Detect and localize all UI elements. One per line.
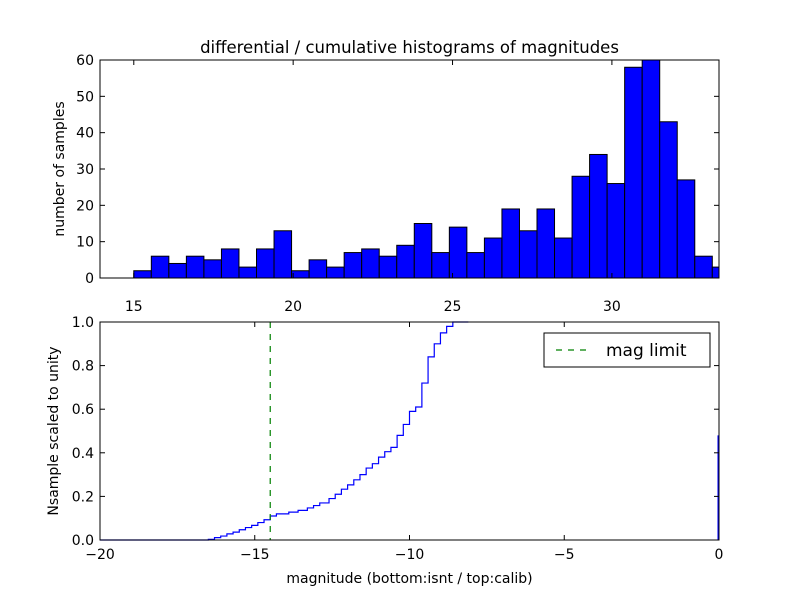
histogram-bar [571, 175, 591, 279]
histogram-y-tick-label: 60 [76, 53, 94, 69]
histogram-chart: differential / cumulative histograms of … [52, 38, 720, 315]
histogram-bar [536, 208, 556, 279]
histogram-bar [326, 266, 345, 279]
histogram-y-tick-label: 0 [85, 271, 94, 287]
histogram-x-tick-label: 25 [444, 299, 462, 315]
histogram-bar [659, 121, 678, 279]
cumulative-x-tick-label: −10 [395, 547, 425, 563]
histogram-bar [606, 183, 626, 279]
cumulative-y-tick-label: 0.2 [72, 489, 94, 505]
cumulative-x-tick-label: −20 [85, 547, 115, 563]
cumulative-step-line [100, 321, 469, 541]
cumulative-y-label: Nsample scaled to unity [46, 346, 62, 515]
chart-title: differential / cumulative histograms of … [200, 38, 619, 57]
histogram-y-tick-label: 20 [76, 198, 94, 214]
histogram-bar [291, 270, 310, 279]
histogram-bar [413, 223, 433, 279]
histogram-bar [624, 66, 643, 279]
histogram-bar [676, 179, 696, 279]
histogram-bar [641, 59, 661, 279]
cumulative-x-label: magnitude (bottom:isnt / top:calib) [286, 571, 532, 587]
histogram-y-tick-label: 10 [76, 235, 94, 251]
legend: mag limit [543, 332, 711, 368]
histogram-bar [483, 237, 503, 279]
histogram-bar [589, 153, 608, 279]
histogram-y-label: number of samples [52, 101, 68, 236]
histogram-bar [238, 266, 258, 279]
histogram-frame [99, 59, 720, 279]
histogram-bar [554, 237, 573, 279]
histogram-bar [694, 255, 713, 279]
histogram-bar [256, 248, 275, 279]
histogram-bars [133, 59, 720, 279]
cumulative-y-tick-label: 1.0 [72, 315, 94, 331]
histogram-bar [168, 262, 187, 279]
cumulative-x-tick-label: −5 [554, 547, 575, 563]
histogram-bar [396, 244, 415, 279]
histogram-y-tick-label: 40 [76, 126, 94, 142]
histogram-x-tick-label: 15 [125, 299, 143, 315]
histogram-bar [203, 259, 222, 279]
cumulative-x-tick-label: 0 [715, 547, 724, 563]
histogram-bar [220, 248, 240, 279]
histogram-bar [518, 230, 538, 279]
cumulative-frame [99, 321, 720, 541]
cumulative-axes: 0.0 0.2 0.4 0.6 0.8 1.0 −20 −15 −10 −5 0 [72, 315, 724, 563]
cumulative-y-tick-label: 0.8 [72, 359, 94, 375]
histogram-bar [448, 226, 468, 279]
histogram-bar [133, 270, 152, 279]
histogram-bar [150, 255, 170, 279]
cumulative-y-tick-label: 0.0 [72, 533, 94, 549]
cumulative-chart: 0.0 0.2 0.4 0.6 0.8 1.0 −20 −15 −10 −5 0 magnitude… [46, 315, 723, 587]
histogram-bar [343, 252, 363, 279]
histogram-bar [185, 255, 205, 279]
cumulative-y-tick-label: 0.6 [72, 402, 94, 418]
histogram-x-tick-label: 30 [603, 299, 621, 315]
histogram-bar [431, 252, 450, 279]
histogram-bar [501, 208, 520, 279]
histogram-bar [466, 252, 485, 279]
histogram-bar [308, 259, 328, 279]
histogram-bar [378, 255, 398, 279]
histogram-bar [273, 230, 293, 279]
cumulative-x-tick-label: −15 [240, 547, 270, 563]
histogram-y-tick-label: 50 [76, 89, 94, 105]
histogram-bar [361, 248, 380, 279]
cumulative-y-tick-label: 0.4 [72, 446, 94, 462]
histogram-bar [711, 266, 720, 279]
histogram-y-tick-label: 30 [76, 162, 94, 178]
legend-label-mag-limit: mag limit [606, 341, 687, 361]
histogram-x-tick-label: 20 [284, 299, 302, 315]
